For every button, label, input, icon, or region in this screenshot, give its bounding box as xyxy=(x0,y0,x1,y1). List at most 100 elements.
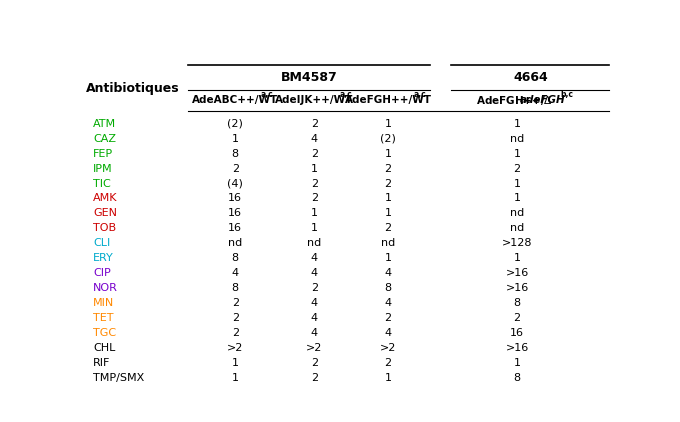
Text: 4: 4 xyxy=(311,298,318,308)
Text: 4: 4 xyxy=(384,328,392,338)
Text: 1: 1 xyxy=(513,194,521,203)
Text: 4: 4 xyxy=(311,253,318,263)
Text: 4: 4 xyxy=(311,328,318,338)
Text: nd: nd xyxy=(381,238,395,248)
Text: TIC: TIC xyxy=(93,179,111,189)
Text: 1: 1 xyxy=(384,149,392,159)
Text: CIP: CIP xyxy=(93,268,111,278)
Text: BM4587: BM4587 xyxy=(281,71,337,84)
Text: MIN: MIN xyxy=(93,298,114,308)
Text: (2): (2) xyxy=(227,119,243,129)
Text: 1: 1 xyxy=(311,208,318,219)
Text: 8: 8 xyxy=(232,253,239,263)
Text: TOB: TOB xyxy=(93,223,116,233)
Text: 2: 2 xyxy=(311,283,318,293)
Text: a,c: a,c xyxy=(260,90,273,99)
Text: a,c: a,c xyxy=(413,90,426,99)
Text: 1: 1 xyxy=(384,373,392,383)
Text: nd: nd xyxy=(510,208,524,219)
Text: ERY: ERY xyxy=(93,253,114,263)
Text: (4): (4) xyxy=(227,179,243,189)
Text: 1: 1 xyxy=(384,119,392,129)
Text: 8: 8 xyxy=(232,283,239,293)
Text: 2: 2 xyxy=(513,313,521,323)
Text: 2: 2 xyxy=(311,358,318,368)
Text: 1: 1 xyxy=(513,149,521,159)
Text: 2: 2 xyxy=(311,119,318,129)
Text: 2: 2 xyxy=(513,164,521,173)
Text: AMK: AMK xyxy=(93,194,118,203)
Text: TET: TET xyxy=(93,313,114,323)
Text: CLI: CLI xyxy=(93,238,110,248)
Text: IPM: IPM xyxy=(93,164,112,173)
Text: NOR: NOR xyxy=(93,283,118,293)
Text: 4: 4 xyxy=(384,268,392,278)
Text: 1: 1 xyxy=(513,119,521,129)
Text: 1: 1 xyxy=(311,223,318,233)
Text: 16: 16 xyxy=(510,328,524,338)
Text: 1: 1 xyxy=(513,179,521,189)
Text: AdeFGH++/$\Delta$: AdeFGH++/$\Delta$ xyxy=(476,94,553,107)
Text: 1: 1 xyxy=(232,134,239,144)
Text: a,c: a,c xyxy=(339,90,352,99)
Text: 4: 4 xyxy=(311,268,318,278)
Text: 2: 2 xyxy=(384,313,392,323)
Text: TMP/SMX: TMP/SMX xyxy=(93,373,144,383)
Text: 16: 16 xyxy=(228,194,242,203)
Text: AdeABC++/WT: AdeABC++/WT xyxy=(192,95,278,106)
Text: RIF: RIF xyxy=(93,358,110,368)
Text: 2: 2 xyxy=(311,149,318,159)
Text: 8: 8 xyxy=(513,373,521,383)
Text: nd: nd xyxy=(510,134,524,144)
Text: (2): (2) xyxy=(380,134,396,144)
Text: 1: 1 xyxy=(232,373,239,383)
Text: >128: >128 xyxy=(502,238,532,248)
Text: 1: 1 xyxy=(384,208,392,219)
Text: nd: nd xyxy=(307,238,322,248)
Text: >16: >16 xyxy=(505,343,529,353)
Text: 16: 16 xyxy=(228,208,242,219)
Text: 16: 16 xyxy=(228,223,242,233)
Text: AdeIJK++/WT: AdeIJK++/WT xyxy=(275,95,354,106)
Text: CHL: CHL xyxy=(93,343,116,353)
Text: >16: >16 xyxy=(505,268,529,278)
Text: 8: 8 xyxy=(513,298,521,308)
Text: 4: 4 xyxy=(311,313,318,323)
Text: 4: 4 xyxy=(311,134,318,144)
Text: 2: 2 xyxy=(232,328,239,338)
Text: 2: 2 xyxy=(384,223,392,233)
Text: >2: >2 xyxy=(306,343,322,353)
Text: 2: 2 xyxy=(311,373,318,383)
Text: 1: 1 xyxy=(384,194,392,203)
Text: >2: >2 xyxy=(380,343,396,353)
Text: 2: 2 xyxy=(232,164,239,173)
Text: ATM: ATM xyxy=(93,119,116,129)
Text: 2: 2 xyxy=(311,194,318,203)
Text: nd: nd xyxy=(510,223,524,233)
Text: Antibiotiques: Antibiotiques xyxy=(86,81,180,95)
Text: CAZ: CAZ xyxy=(93,134,116,144)
Text: >16: >16 xyxy=(505,283,529,293)
Text: AdeFGH++/WT: AdeFGH++/WT xyxy=(345,95,432,106)
Text: adeFGH: adeFGH xyxy=(520,95,565,106)
Text: 2: 2 xyxy=(232,313,239,323)
Text: 4: 4 xyxy=(384,298,392,308)
Text: TGC: TGC xyxy=(93,328,116,338)
Text: 2: 2 xyxy=(232,298,239,308)
Text: 4664: 4664 xyxy=(513,71,547,84)
Text: 1: 1 xyxy=(513,253,521,263)
Text: 1: 1 xyxy=(513,358,521,368)
Text: FEP: FEP xyxy=(93,149,113,159)
Text: 2: 2 xyxy=(384,179,392,189)
Text: 8: 8 xyxy=(384,283,392,293)
Text: 4: 4 xyxy=(232,268,239,278)
Text: b,c: b,c xyxy=(560,90,573,99)
Text: GEN: GEN xyxy=(93,208,117,219)
Text: nd: nd xyxy=(228,238,242,248)
Text: 1: 1 xyxy=(311,164,318,173)
Text: 1: 1 xyxy=(232,358,239,368)
Text: 2: 2 xyxy=(384,358,392,368)
Text: 2: 2 xyxy=(384,164,392,173)
Text: 2: 2 xyxy=(311,179,318,189)
Text: 1: 1 xyxy=(384,253,392,263)
